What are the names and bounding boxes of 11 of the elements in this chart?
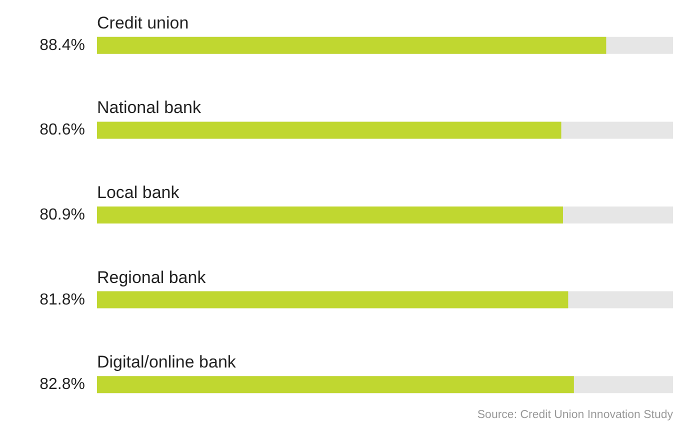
data-label: 88.4% [40,36,85,54]
data-label: 81.8% [40,291,85,308]
y-tick-label: Regional bank [97,268,206,287]
data-label: 80.6% [40,122,85,139]
y-tick-label: Local bank [97,183,180,202]
y-tick-label: Credit union [97,13,189,32]
y-tick-label: National bank [97,98,202,118]
data-label: 82.8% [40,376,85,394]
data-label: 80.9% [40,206,85,224]
source-note: Source: Credit Union Innovation Study [477,409,674,421]
y-tick-label: Digital/online bank [97,352,236,372]
